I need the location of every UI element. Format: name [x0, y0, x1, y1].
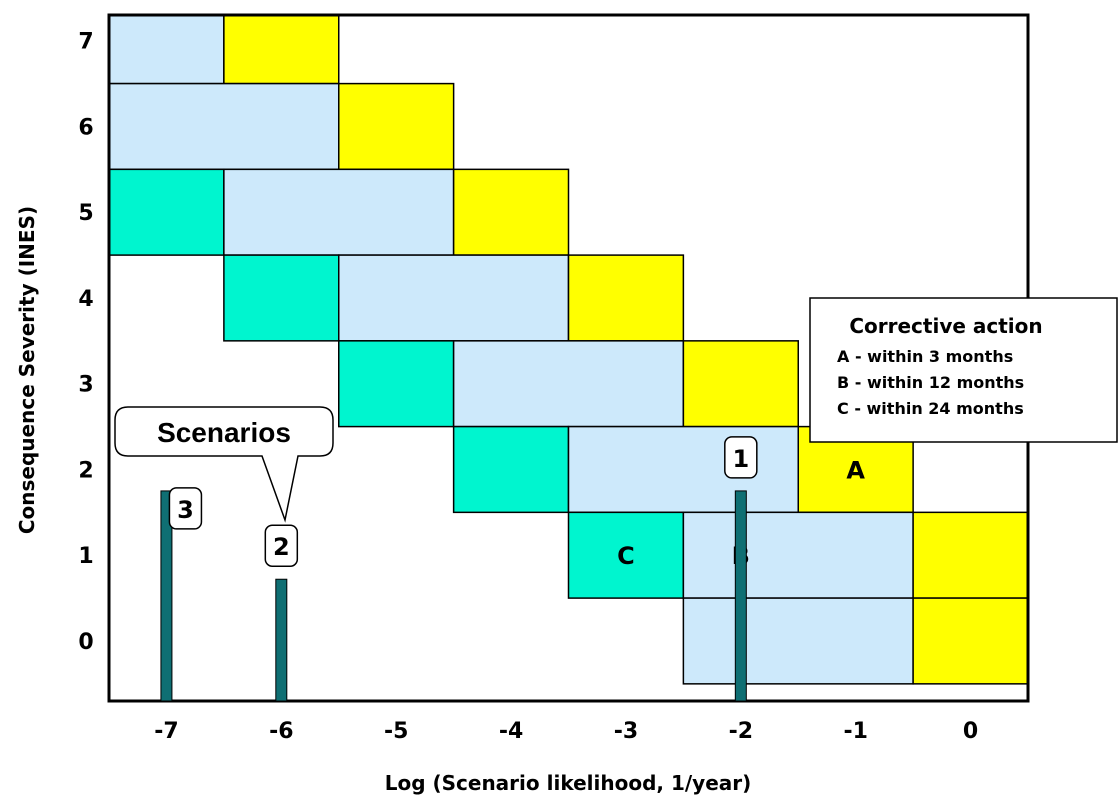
zone-cell-c-sev3-10: [338, 340, 455, 428]
zone-cell-a-sev0-20: [912, 597, 1029, 685]
zone-cell-a-sev5-6: [452, 168, 570, 256]
zone-cell-b-sev5-5: [223, 168, 455, 256]
x-tick-labels: -7 -6 -5 -4 -3 -2 -1 0: [154, 719, 978, 744]
legend-box: [809, 297, 1118, 443]
zone-cell-b-sev3-11: [452, 340, 685, 428]
zone-cell-b-sev2-14: [567, 425, 799, 514]
zone-cells: [108, 14, 1029, 685]
scenario-bars: 1 2 3: [160, 436, 758, 702]
zone-cell-a-sev1-18: [912, 511, 1029, 599]
zone-cell-c-sev4-7: [223, 254, 340, 342]
x-tick-label: -5: [384, 719, 408, 744]
legend-item-c: C - within 24 months: [837, 399, 1024, 418]
legend-item-a: A - within 3 months: [837, 347, 1013, 366]
x-tick-label: -4: [499, 719, 523, 744]
x-axis-title: Log (Scenario likelihood, 1/year): [385, 771, 752, 795]
zone-cell-b-sev1-17: [682, 511, 914, 599]
x-tick-label: -3: [614, 719, 638, 744]
x-tick-label: -1: [843, 719, 867, 744]
scenario-label-3: 3: [177, 496, 194, 524]
scenarios-callout: Scenarios: [114, 406, 334, 523]
legend-title: Corrective action: [849, 314, 1042, 338]
y-tick-label: 6: [78, 115, 93, 140]
zone-cell-a-sev3-12: [682, 340, 799, 428]
y-axis-title: Consequence Severity (INES): [15, 206, 39, 534]
x-tick-label: -2: [729, 719, 753, 744]
zone-cell-b-sev4-8: [338, 254, 570, 342]
zone-cell-a-sev4-9: [567, 254, 685, 342]
zone-cell-c-sev5-4: [108, 168, 225, 256]
y-tick-label: 5: [78, 201, 93, 226]
zone-label-a: A: [846, 456, 865, 484]
zone-cell-b-sev0-19: [682, 597, 914, 685]
y-tick-labels: 0 1 2 3 4 5 6 7: [78, 30, 93, 655]
zone-label-c: C: [617, 542, 635, 570]
x-tick-label: -6: [269, 719, 293, 744]
callout-text: Scenarios: [157, 417, 291, 448]
y-tick-label: 2: [78, 458, 93, 483]
zone-cell-a-sev7-1: [223, 14, 340, 85]
scenario-label-1: 1: [732, 445, 749, 473]
scenario-label-box-2: [264, 524, 299, 567]
zone-cell-c-sev1-16: [567, 511, 685, 599]
y-tick-label: 7: [78, 30, 93, 55]
callout-bubble: [114, 406, 334, 523]
scenario-bar-3: [160, 490, 173, 702]
zone-cell-b-sev7-0: [108, 14, 225, 85]
zone-cell-b-sev6-2: [108, 82, 340, 171]
x-tick-label: 0: [963, 719, 978, 744]
scenario-label-2: 2: [273, 533, 290, 561]
legend-item-b: B - within 12 months: [837, 373, 1024, 392]
x-tick-label: -7: [154, 719, 178, 744]
y-tick-label: 4: [78, 287, 93, 312]
legend: Corrective action A - within 3 months B …: [809, 297, 1118, 443]
scenario-bar-2: [275, 578, 288, 702]
zone-cell-a-sev6-3: [338, 82, 455, 171]
y-tick-label: 3: [78, 373, 93, 398]
scenario-label-box-3: [168, 487, 203, 530]
y-tick-label: 1: [78, 544, 93, 569]
scenario-label-box-1: [724, 436, 758, 479]
scenario-bar-1: [734, 490, 747, 702]
zone-cell-c-sev2-13: [452, 425, 570, 514]
y-tick-label: 0: [78, 630, 93, 655]
